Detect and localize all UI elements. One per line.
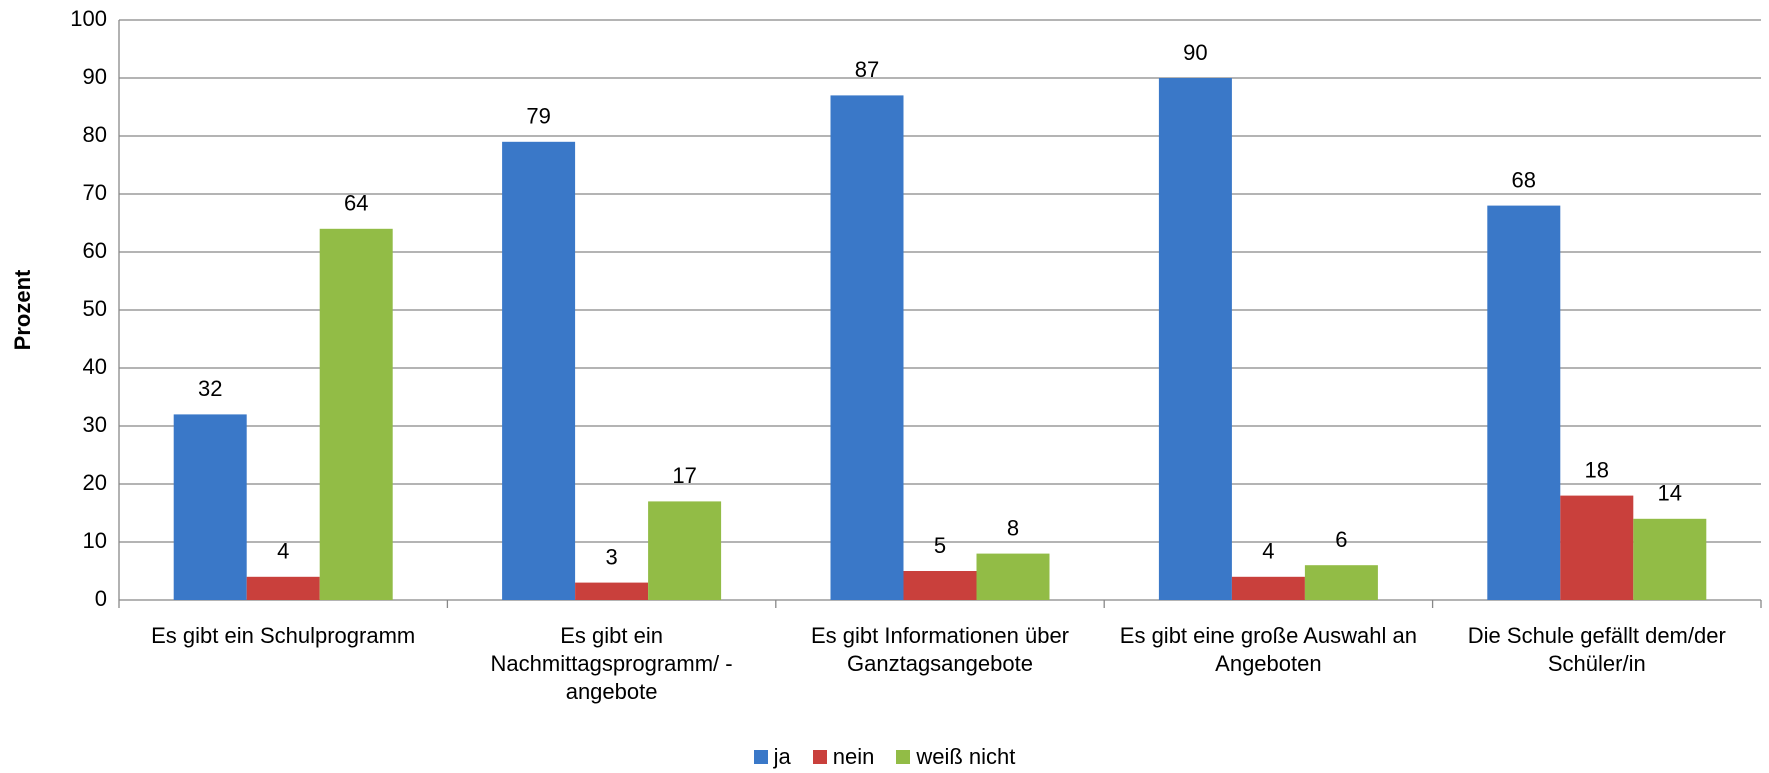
x-tick-label: Es gibt ein Nachmittagsprogramm/ -angebo… bbox=[490, 623, 733, 704]
bar bbox=[903, 571, 977, 600]
data-label: 14 bbox=[1658, 481, 1682, 506]
data-label: 18 bbox=[1585, 457, 1609, 482]
data-label: 79 bbox=[526, 104, 550, 129]
bar bbox=[648, 501, 722, 600]
y-tick-label: 100 bbox=[70, 6, 107, 31]
data-label: 68 bbox=[1512, 167, 1536, 192]
y-tick-label: 10 bbox=[83, 528, 107, 553]
legend-label: nein bbox=[832, 744, 875, 769]
legend-item: ja bbox=[753, 744, 791, 770]
bar bbox=[173, 414, 247, 600]
data-label: 6 bbox=[1335, 527, 1347, 552]
bar bbox=[1487, 205, 1561, 600]
bar bbox=[976, 553, 1050, 600]
bar bbox=[830, 95, 904, 601]
bar bbox=[1231, 576, 1305, 600]
y-tick-label: 0 bbox=[95, 586, 107, 611]
y-tick-label: 70 bbox=[83, 180, 107, 205]
legend-label: weiß nicht bbox=[916, 744, 1016, 769]
y-tick-label: 80 bbox=[83, 122, 107, 147]
data-label: 3 bbox=[605, 544, 617, 569]
bar bbox=[319, 228, 393, 601]
y-tick-label: 60 bbox=[83, 238, 107, 263]
data-label: 90 bbox=[1183, 40, 1207, 65]
bar bbox=[1633, 518, 1707, 600]
y-tick-label: 50 bbox=[83, 296, 107, 321]
legend-item: weiß nicht bbox=[896, 744, 1015, 770]
legend-label: ja bbox=[773, 744, 791, 769]
data-label: 87 bbox=[855, 57, 879, 82]
legend-swatch bbox=[812, 750, 827, 764]
y-tick-label: 40 bbox=[83, 354, 107, 379]
bar bbox=[1304, 565, 1378, 600]
x-tick-label: Die Schule gefällt dem/der Schüler/in bbox=[1467, 623, 1726, 676]
bar bbox=[1158, 78, 1232, 600]
bar bbox=[246, 576, 320, 600]
bar bbox=[1560, 495, 1634, 600]
y-tick-label: 20 bbox=[83, 470, 107, 495]
legend-swatch bbox=[896, 750, 911, 764]
data-label: 4 bbox=[277, 539, 289, 564]
data-label: 4 bbox=[1262, 539, 1274, 564]
x-tick-label: Es gibt Informationen über Ganztagsangeb… bbox=[810, 623, 1070, 676]
legend: ja nein weiß nicht bbox=[0, 744, 1769, 770]
data-label: 17 bbox=[672, 463, 696, 488]
data-label: 5 bbox=[934, 533, 946, 558]
data-label: 32 bbox=[198, 376, 222, 401]
x-tick-label: Es gibt ein Schulprogramm bbox=[151, 623, 416, 648]
x-tick-label: Es gibt eine große Auswahl an Angeboten bbox=[1119, 623, 1417, 676]
data-label: 64 bbox=[344, 191, 368, 216]
legend-item: nein bbox=[812, 744, 875, 770]
y-tick-label: 30 bbox=[83, 412, 107, 437]
y-tick-label: 90 bbox=[83, 64, 107, 89]
y-axis-label: Prozent bbox=[10, 269, 35, 350]
bar bbox=[502, 141, 576, 601]
data-label: 8 bbox=[1007, 515, 1019, 540]
legend-swatch bbox=[753, 750, 768, 764]
bar bbox=[575, 582, 649, 600]
